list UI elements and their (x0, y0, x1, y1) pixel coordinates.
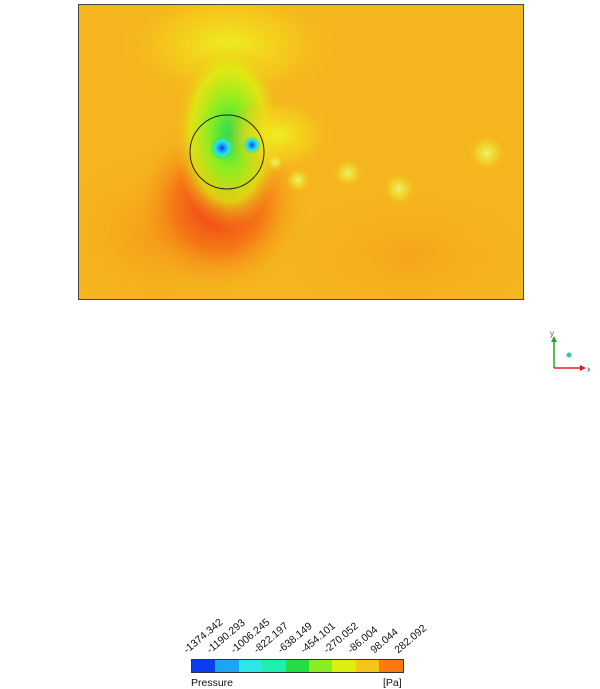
legend-swatch-4 (285, 660, 309, 672)
y-axis-label: y (550, 329, 554, 338)
legend-title: Pressure (191, 677, 234, 689)
triad-origin-dot (566, 352, 572, 358)
legend-unit: [Pa] (383, 677, 402, 689)
color-legend: -1374.342 -1190.293 -1006.245 -822.197 -638.… (0, 300, 600, 689)
legend-swatch-3 (262, 660, 286, 672)
legend-tick-9: 282.092 (391, 622, 429, 656)
legend-swatch-7 (355, 660, 380, 672)
wake-vortex-1 (266, 153, 284, 171)
x-axis-label: x (587, 365, 590, 374)
legend-swatch-1 (215, 660, 239, 672)
contour-canvas (79, 5, 523, 299)
vortex-core-2 (243, 136, 261, 154)
cylinder-outline (189, 114, 265, 190)
y-axis-arrowhead (551, 336, 557, 342)
vortex-core-1 (210, 136, 234, 160)
wake-vortex-2 (286, 168, 310, 192)
legend-color-bar (191, 659, 404, 673)
legend-swatch-6 (332, 660, 356, 672)
legend-swatch-8 (379, 660, 403, 672)
wake-yellow-region (224, 95, 334, 175)
wake-vortex-5 (469, 135, 505, 171)
axis-triad: y x (550, 329, 590, 374)
legend-swatch-2 (238, 660, 263, 672)
x-axis-arrowhead (580, 365, 586, 371)
legend-swatch-5 (308, 660, 333, 672)
wake-vortex-4 (383, 173, 415, 205)
pressure-contour-plot[interactable] (78, 4, 524, 300)
wake-vortex-3 (334, 159, 362, 187)
legend-swatch-0 (192, 660, 216, 672)
field-orange-region-2 (269, 185, 523, 299)
